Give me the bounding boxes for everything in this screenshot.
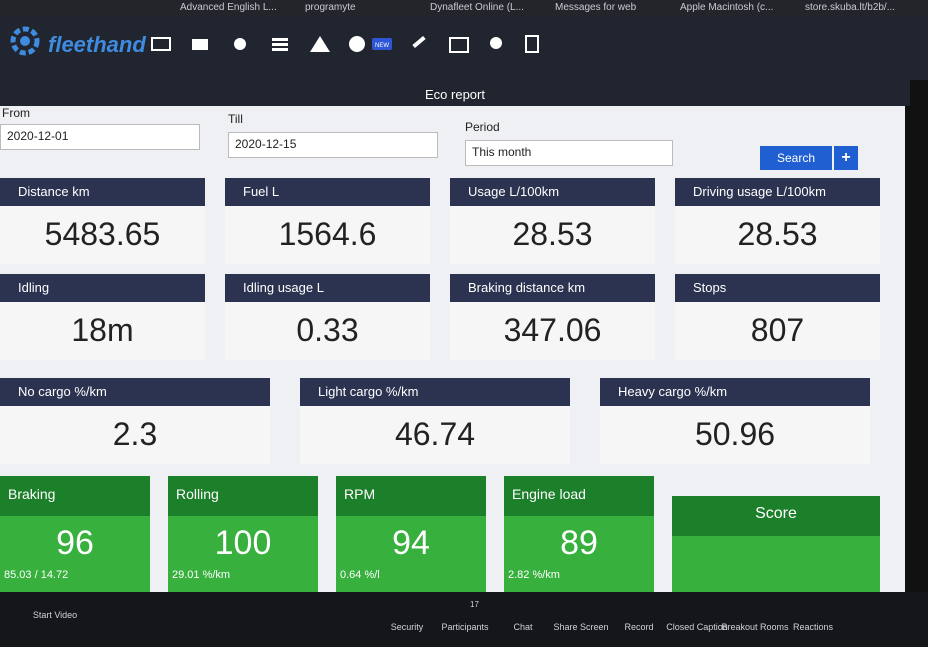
score-total-card: Score xyxy=(672,496,880,592)
score-card: Engine load 89 2.82 %/km xyxy=(504,476,654,592)
till-label: Till xyxy=(228,112,243,126)
bookmark[interactable]: Messages for web xyxy=(555,2,637,13)
metric-value: 0.33 xyxy=(296,312,359,348)
score-label: Braking xyxy=(0,476,150,516)
bookmark[interactable]: Dynafleet Online (L... xyxy=(430,2,524,13)
score-detail: 0.64 %/l xyxy=(340,569,380,581)
metric-label: No cargo %/km xyxy=(0,378,270,406)
zoom-button[interactable]: Reactions xyxy=(792,622,834,632)
bookmark[interactable]: programyte xyxy=(305,2,356,13)
metric-value: 807 xyxy=(750,312,805,348)
bookmark[interactable]: Advanced English L... xyxy=(180,2,277,13)
metric-card: Light cargo %/km 46.74 xyxy=(300,378,570,464)
metric-card: Fuel L 1564.6 xyxy=(225,178,430,264)
metric-value: 46.74 xyxy=(394,416,476,452)
metric-value: 2.3 xyxy=(112,416,158,452)
metric-label: Fuel L xyxy=(225,178,430,206)
metric-card: Distance km 5483.65 xyxy=(0,178,205,264)
score-detail: 29.01 %/km xyxy=(172,569,231,581)
metric-label: Braking distance km xyxy=(450,274,655,302)
content: From 2020-12-01 Till 2020-12-15 Period T… xyxy=(0,106,905,592)
from-input[interactable]: 2020-12-01 xyxy=(0,124,200,150)
logo-icon xyxy=(10,26,40,56)
zoom-button[interactable]: Record xyxy=(624,622,654,632)
metric-value: 50.96 xyxy=(694,416,776,452)
metric-label: Idling usage L xyxy=(225,274,430,302)
metric-card: Idling 18m xyxy=(0,274,205,360)
score-value: 96 xyxy=(56,524,94,562)
metric-card: Stops 807 xyxy=(675,274,880,360)
metric-label: Usage L/100km xyxy=(450,178,655,206)
score-detail: 2.82 %/km xyxy=(508,569,560,581)
zoom-button[interactable]: Closed Caption xyxy=(666,622,728,632)
metric-label: Light cargo %/km xyxy=(300,378,570,406)
bookmark[interactable]: Apple Macintosh (c... xyxy=(680,2,774,13)
period-label: Period xyxy=(465,120,500,134)
metric-value: 28.53 xyxy=(512,216,593,252)
add-button[interactable]: + xyxy=(834,146,858,170)
metric-label: Idling xyxy=(0,274,205,302)
score-label: Engine load xyxy=(504,476,654,516)
metric-label: Distance km xyxy=(0,178,205,206)
zoom-button[interactable]: Share Screen xyxy=(553,622,609,632)
metric-card: Driving usage L/100km 28.53 xyxy=(675,178,880,264)
metric-card: Heavy cargo %/km 50.96 xyxy=(600,378,870,464)
metric-label: Driving usage L/100km xyxy=(675,178,880,206)
zoom-button[interactable]: Breakout Rooms xyxy=(721,622,789,632)
metric-value: 347.06 xyxy=(503,312,602,348)
metric-card: Usage L/100km 28.53 xyxy=(450,178,655,264)
from-label: From xyxy=(2,106,30,120)
metric-label: Heavy cargo %/km xyxy=(600,378,870,406)
score-value: 89 xyxy=(560,524,598,562)
score-label: Rolling xyxy=(168,476,318,516)
metric-value: 28.53 xyxy=(737,216,818,252)
till-input[interactable]: 2020-12-15 xyxy=(228,132,438,158)
metric-value: 1564.6 xyxy=(278,216,377,252)
metric-value: 5483.65 xyxy=(44,216,161,252)
start-video[interactable]: Start Video xyxy=(32,610,78,620)
page-title: Eco report xyxy=(0,80,910,106)
bookmarks-bar: Advanced English L... programyte Dynafleet… xyxy=(0,0,928,16)
score-label: RPM xyxy=(336,476,486,516)
search-button[interactable]: Search xyxy=(760,146,832,170)
zoom-button[interactable]: Participants xyxy=(441,622,489,632)
logo-text[interactable]: fleethand xyxy=(48,32,146,57)
zoom-toolbar: Start Video 17 Security Participants Chat S… xyxy=(0,592,928,647)
zoom-button[interactable]: Chat xyxy=(513,622,533,632)
score-card: Braking 96 85.03 / 14.72 xyxy=(0,476,150,592)
nav-bar: fleethand NEW xyxy=(0,16,928,80)
period-select[interactable]: This month xyxy=(465,140,673,166)
score-card: Rolling 100 29.01 %/km xyxy=(168,476,318,592)
metric-card: Braking distance km 347.06 xyxy=(450,274,655,360)
metric-label: Stops xyxy=(675,274,880,302)
score-value: 100 xyxy=(214,524,272,562)
score-card: RPM 94 0.64 %/l xyxy=(336,476,486,592)
participants-count: 17 xyxy=(470,600,479,609)
nav-icons[interactable]: NEW xyxy=(150,34,550,64)
score-detail: 85.03 / 14.72 xyxy=(4,569,69,581)
metric-value: 18m xyxy=(71,312,134,348)
nav-badge: NEW xyxy=(375,43,389,49)
score-total-label: Score xyxy=(672,496,880,536)
score-value: 94 xyxy=(392,524,430,562)
metric-card: No cargo %/km 2.3 xyxy=(0,378,270,464)
zoom-button[interactable]: Security xyxy=(390,622,424,632)
metric-card: Idling usage L 0.33 xyxy=(225,274,430,360)
bookmark[interactable]: store.skuba.lt/b2b/... xyxy=(805,2,896,13)
